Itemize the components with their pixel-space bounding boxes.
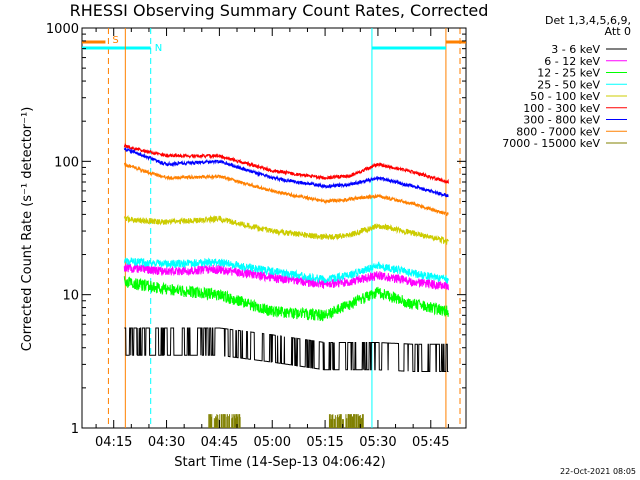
legend-label: 100 - 300 keV xyxy=(523,102,600,115)
series-7000-15000keV xyxy=(208,414,364,428)
legend-label: 12 - 25 keV xyxy=(537,67,600,80)
series-layer xyxy=(123,142,449,428)
x-tick-label: 04:15 xyxy=(95,435,132,450)
x-tick-label: 05:00 xyxy=(254,435,291,450)
x-tick-label: 04:30 xyxy=(148,435,185,450)
series-300-800keV xyxy=(123,147,449,198)
x-tick-label: 04:45 xyxy=(201,435,238,450)
legend-label: 800 - 7000 keV xyxy=(516,125,600,138)
legend-label: 3 - 6 keV xyxy=(551,43,600,56)
legend-label: 7000 - 15000 keV xyxy=(502,137,600,150)
y-tick-label: 10 xyxy=(62,289,79,304)
legend-label: 50 - 100 keV xyxy=(530,90,600,103)
x-axis-label: Start Time (14-Sep-13 04:06:42) xyxy=(174,455,385,470)
legend-label: 25 - 50 keV xyxy=(537,78,600,91)
legend-header: Att 0 xyxy=(605,25,631,38)
x-tick-label: 05:30 xyxy=(359,435,396,450)
series-path xyxy=(123,161,449,217)
series-path xyxy=(124,327,449,372)
series-path xyxy=(123,142,449,184)
series-path xyxy=(123,214,449,246)
series-path xyxy=(123,147,449,198)
series-25-50keV xyxy=(123,257,449,284)
legend-header: Det 1,3,4,5,6,9, xyxy=(545,14,631,27)
series-800-7000keV xyxy=(123,161,449,217)
series-100-300keV xyxy=(123,142,449,184)
series-50-100keV xyxy=(123,214,449,246)
y-tick-label: 1 xyxy=(71,422,79,437)
y-axis-label: Corrected Count Rate (s⁻¹ detector⁻¹) xyxy=(20,107,35,352)
chart-title: RHESSI Observing Summary Count Rates, Co… xyxy=(70,1,489,20)
x-tick-label: 05:45 xyxy=(412,435,449,450)
series-6-12keV xyxy=(123,263,449,291)
series-3-6keV xyxy=(124,327,449,372)
date-stamp: 22-Oct-2021 08:05 xyxy=(560,467,636,476)
y-tick-label: 1000 xyxy=(46,22,79,37)
state-markers: SN xyxy=(82,28,466,428)
series-12-25keV xyxy=(123,276,449,322)
series-path xyxy=(123,263,449,291)
x-tick-label: 05:15 xyxy=(306,435,343,450)
axes: 04:15 04:30 04:45 05:00 05:15 05:30 05:45 1 10 10… xyxy=(46,22,467,450)
y-tick-label: 100 xyxy=(54,155,79,170)
marker-label: N xyxy=(155,43,162,54)
legend-label: 6 - 12 keV xyxy=(544,55,600,68)
series-path xyxy=(123,276,449,322)
legend-label: 300 - 800 keV xyxy=(523,114,600,127)
plot-frame xyxy=(81,27,467,429)
marker-label: S xyxy=(112,35,118,46)
series-path xyxy=(123,257,449,284)
